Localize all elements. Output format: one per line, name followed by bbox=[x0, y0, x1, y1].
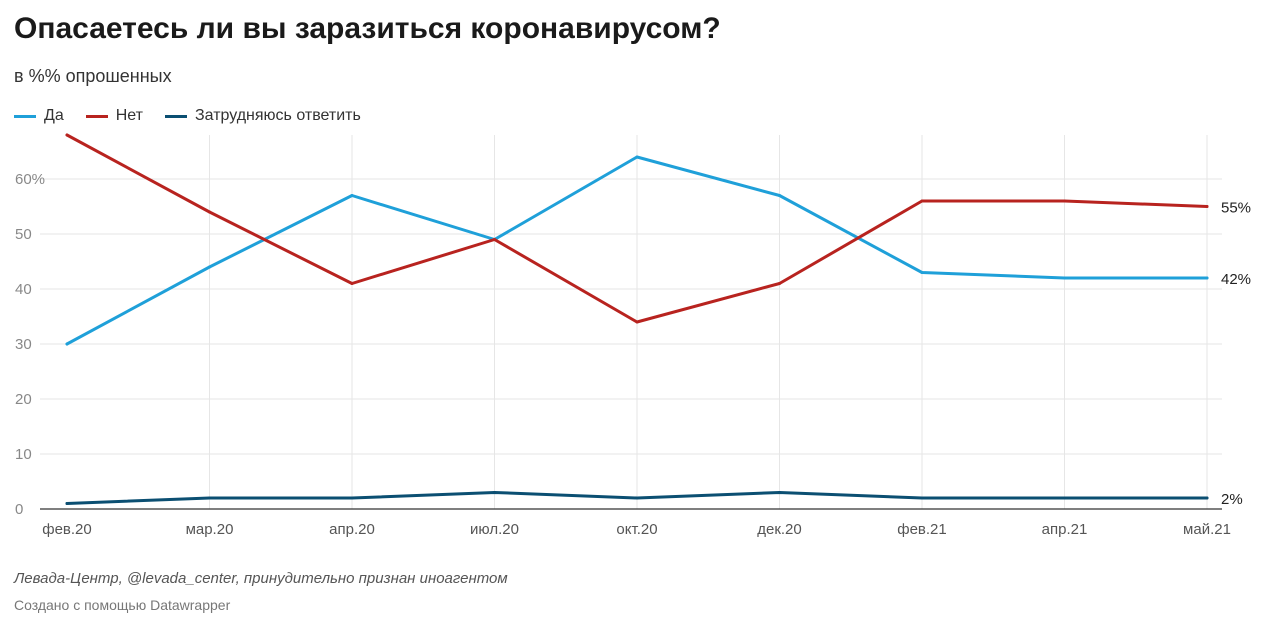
series-1-point bbox=[1063, 199, 1066, 203]
series-2-point bbox=[208, 496, 211, 500]
y-tick-label: 0 bbox=[15, 501, 23, 518]
series-1-point bbox=[493, 238, 496, 241]
y-tick-label: 40 bbox=[15, 281, 32, 298]
legend: Да Нет Затрудняюсь ответить bbox=[14, 107, 361, 125]
x-tick-label: май.21 bbox=[1183, 521, 1231, 538]
series-1-point bbox=[208, 210, 211, 214]
y-tick-label: 60% bbox=[15, 171, 45, 188]
series-0-point bbox=[778, 194, 781, 197]
y-tick-label: 10 bbox=[15, 446, 32, 463]
legend-label-no: Нет bbox=[115, 107, 143, 124]
y-tick-label: 20 bbox=[15, 391, 32, 408]
x-tick-label: окт.20 bbox=[616, 521, 657, 538]
x-tick-label: фев.21 bbox=[897, 521, 947, 538]
x-tick-label: фев.20 bbox=[42, 521, 92, 538]
series-2-point bbox=[493, 491, 496, 494]
chart-title: Опасаетесь ли вы заразиться коронавирусо… bbox=[14, 12, 721, 45]
series-2-point bbox=[1205, 496, 1209, 500]
x-tick-label: апр.21 bbox=[1042, 521, 1088, 538]
legend-swatch-no bbox=[85, 114, 108, 118]
series-2-point bbox=[1063, 496, 1066, 500]
series-0-point bbox=[635, 155, 639, 159]
series-2-point bbox=[65, 502, 69, 505]
series-0-point bbox=[1063, 276, 1066, 280]
series-1-point bbox=[635, 320, 639, 324]
legend-swatch-unsure bbox=[164, 114, 187, 118]
y-tick-label: 30 bbox=[15, 336, 32, 353]
legend-item-unsure: Затрудняюсь ответить bbox=[164, 107, 361, 125]
x-tick-label: дек.20 bbox=[757, 521, 802, 538]
legend-label-yes: Да bbox=[44, 107, 64, 124]
series-2-point bbox=[350, 496, 354, 500]
series-end-label-1: 55% bbox=[1221, 200, 1251, 217]
x-tick-label: апр.20 bbox=[329, 521, 375, 538]
legend-item-no: Нет bbox=[85, 107, 143, 125]
source-note: Левада-Центр, @levada_center, принудител… bbox=[14, 570, 508, 587]
credit-note: Создано с помощью Datawrapper bbox=[14, 597, 231, 613]
series-0-point bbox=[350, 194, 354, 197]
series-0-point bbox=[208, 265, 211, 269]
x-tick-label: июл.20 bbox=[470, 521, 519, 538]
series-0-point bbox=[920, 271, 924, 274]
series-end-label-0: 42% bbox=[1221, 271, 1251, 288]
x-tick-label: мар.20 bbox=[186, 521, 234, 538]
series-1-point bbox=[65, 133, 69, 137]
series-0-point bbox=[1205, 276, 1209, 280]
series-2-point bbox=[920, 496, 924, 500]
y-tick-label: 50 bbox=[15, 226, 32, 243]
series-1-point bbox=[1205, 205, 1209, 208]
legend-label-unsure: Затрудняюсь ответить bbox=[194, 107, 361, 124]
series-2-point bbox=[778, 491, 781, 494]
legend-item-yes: Да bbox=[14, 107, 64, 125]
legend-swatch-yes bbox=[14, 114, 36, 118]
series-0-point bbox=[65, 342, 69, 346]
series-end-label-2: 2% bbox=[1221, 491, 1243, 508]
series-1-point bbox=[350, 282, 354, 285]
series-1-point bbox=[920, 199, 924, 203]
series-2-point bbox=[635, 496, 639, 500]
series-1-point bbox=[778, 282, 781, 285]
chart-subtitle: в %% опрошенных bbox=[14, 66, 172, 86]
